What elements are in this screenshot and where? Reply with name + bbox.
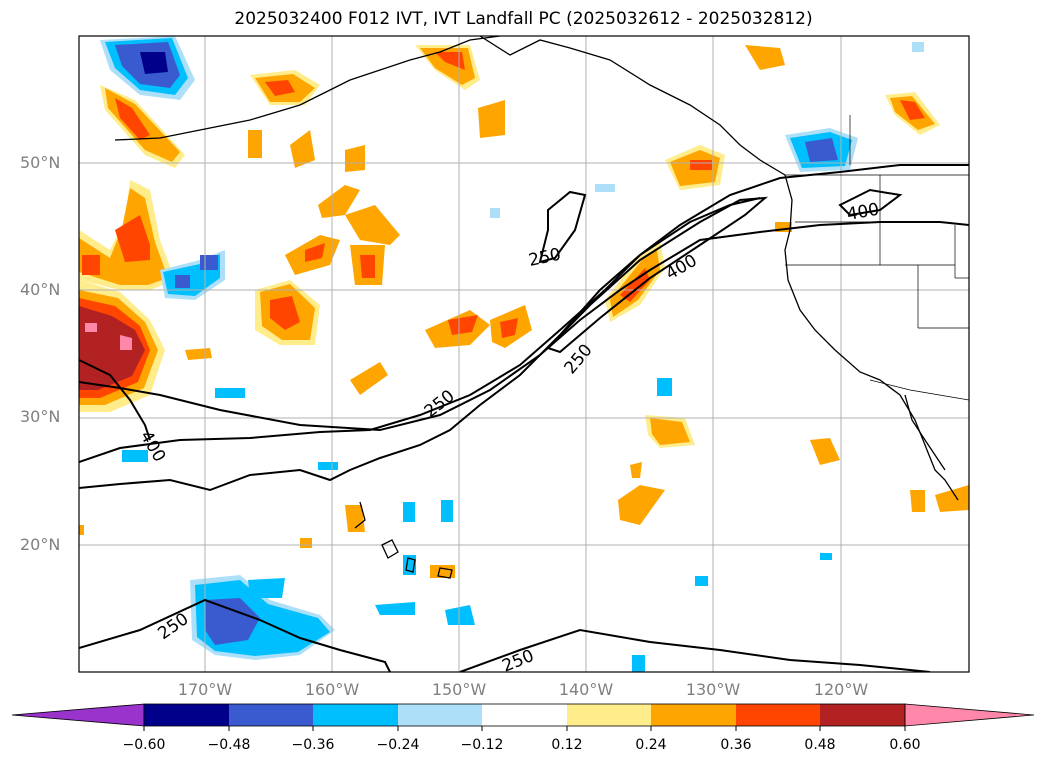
- colorbar-tick-label: −0.12: [460, 737, 504, 753]
- lat-label: 50°N: [20, 153, 61, 172]
- lon-label: 170°W: [177, 680, 233, 699]
- lon-label: 140°W: [558, 680, 614, 699]
- colorbar-ticks: [143, 726, 906, 731]
- colorbar-frame: [143, 703, 906, 727]
- coastlines: [114, 36, 959, 579]
- colorbar-cell: [820, 704, 905, 726]
- colorbar-tick-label: −0.48: [207, 737, 251, 753]
- chart-title: 2025032400 F012 IVT, IVT Landfall PC (20…: [234, 9, 813, 29]
- colorbar-extend-min: [11, 703, 145, 727]
- positive-anomaly-blobs: [79, 45, 969, 578]
- colorbar-cell: [482, 704, 567, 726]
- colorbar-cell: [567, 704, 651, 726]
- colorbar-cell: [736, 704, 820, 726]
- colorbar-tick-label: −0.60: [122, 737, 166, 753]
- colorbar-tick-label: 0.12: [551, 737, 583, 753]
- colorbar-tick-label: 0.36: [720, 737, 752, 753]
- colorbar-cell: [398, 704, 482, 726]
- lon-label: 150°W: [431, 680, 487, 699]
- colorbar-tick-label: 0.48: [804, 737, 836, 753]
- colorbar-cell: [651, 704, 736, 726]
- colorbar-cell: [313, 704, 398, 726]
- colorbar-cell: [144, 704, 229, 726]
- colorbar-tick-label: 0.24: [635, 737, 667, 753]
- lon-label: 130°W: [685, 680, 741, 699]
- colorbar-tick-label: −0.24: [376, 737, 420, 753]
- colorbar-tick-label: −0.36: [291, 737, 335, 753]
- lon-label: 120°W: [813, 680, 869, 699]
- lon-label: 160°W: [304, 680, 360, 699]
- lat-label: 30°N: [20, 407, 61, 426]
- gridlines: [79, 36, 969, 672]
- colorbar-cell: [229, 704, 313, 726]
- negative-anomaly-blobs: [100, 36, 924, 672]
- map-content: [79, 36, 969, 672]
- colorbar: [11, 703, 1035, 731]
- lat-label: 20°N: [20, 535, 61, 554]
- ivt-contours: [79, 164, 969, 672]
- colorbar-extend-max: [904, 703, 1035, 727]
- map-frame: [78, 35, 970, 673]
- colorbar-tick-label: 0.60: [889, 737, 921, 753]
- lat-label: 40°N: [20, 280, 61, 299]
